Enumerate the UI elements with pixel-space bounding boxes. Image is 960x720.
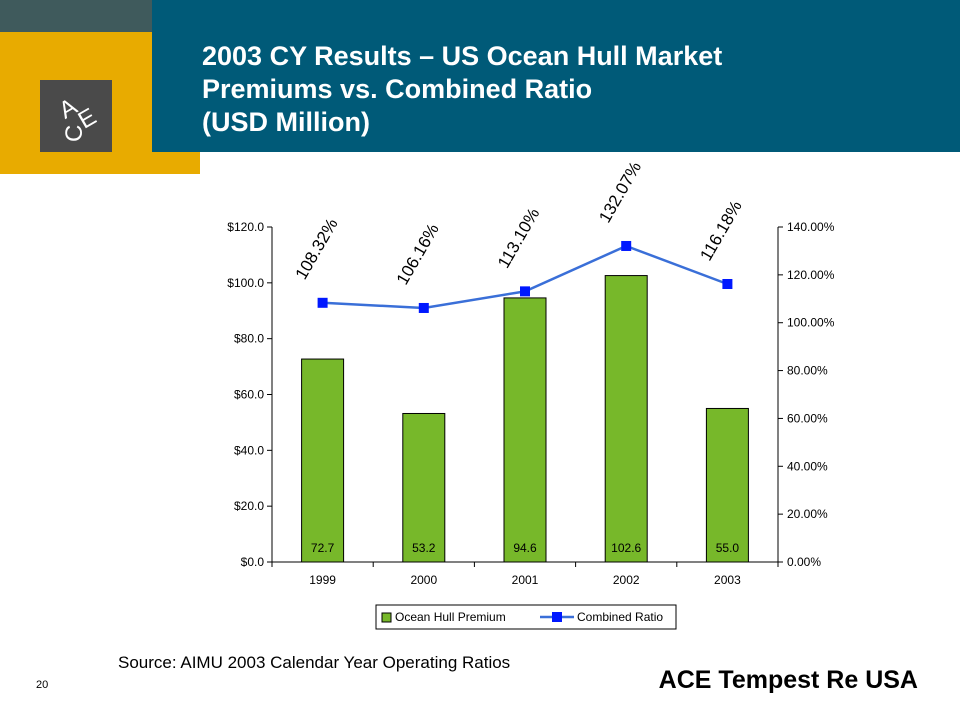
title-bar — [152, 0, 960, 152]
ace-logo: A C E — [40, 80, 112, 152]
premium-bar — [503, 297, 547, 563]
page-number: 20 — [36, 679, 49, 691]
title-line-2: Premiums vs. Combined Ratio — [202, 74, 593, 104]
x-tick-label: 2001 — [512, 573, 539, 587]
right-tick-label: 60.00% — [787, 411, 828, 425]
combined-ratio-marker — [722, 278, 733, 289]
right-tick-label: 140.00% — [787, 220, 835, 234]
right-tick-label: 40.00% — [787, 459, 828, 473]
right-tick-label: 100.00% — [787, 316, 835, 330]
right-tick-label: 0.00% — [787, 555, 821, 569]
header-dark-strip — [0, 0, 152, 32]
premium-bar — [301, 358, 345, 563]
premium-bar — [705, 407, 749, 563]
combined-ratio-label: 132.07% — [595, 158, 645, 226]
premium-bar-label: 102.6 — [611, 541, 641, 555]
premium-bar — [604, 275, 648, 563]
combined-ratio-marker — [418, 302, 429, 313]
left-tick-label: $20.0 — [234, 499, 264, 513]
title-line-1: 2003 CY Results – US Ocean Hull Market — [202, 41, 723, 71]
combined-ratio-label: 108.32% — [292, 215, 342, 283]
x-tick-label: 2003 — [714, 573, 741, 587]
combined-ratio-marker — [317, 297, 328, 308]
combined-ratio-label: 116.18% — [696, 197, 745, 264]
left-tick-label: $40.0 — [234, 443, 264, 457]
premium-bar-label: 53.2 — [412, 541, 436, 555]
combined-ratio-marker — [621, 240, 632, 251]
x-tick-label: 1999 — [309, 573, 336, 587]
right-tick-label: 20.00% — [787, 507, 828, 521]
premium-bar-label: 55.0 — [716, 541, 740, 555]
premium-bar-label: 94.6 — [513, 541, 537, 555]
left-tick-label: $120.0 — [227, 220, 264, 234]
logo-letter-c: C — [61, 125, 88, 142]
left-tick-label: $80.0 — [234, 332, 264, 346]
combined-ratio-marker — [520, 286, 530, 297]
x-tick-label: 2000 — [410, 573, 437, 587]
premium-bar — [402, 412, 446, 563]
left-tick-label: $0.0 — [241, 555, 265, 569]
legend-premium-label: Ocean Hull Premium — [395, 610, 506, 624]
company-name: ACE Tempest Re USA — [658, 666, 918, 694]
title-line-3: (USD Million) — [202, 107, 370, 137]
legend-ratio-label: Combined Ratio — [577, 610, 663, 624]
x-tick-label: 2002 — [613, 573, 640, 587]
source-note: Source: AIMU 2003 Calendar Year Operatin… — [118, 653, 511, 672]
right-tick-label: 120.00% — [787, 268, 835, 282]
legend-ratio-marker — [552, 612, 562, 622]
premium-bar-label: 72.7 — [311, 541, 335, 555]
combined-ratio-label: 113.10% — [494, 205, 543, 272]
legend-premium-swatch — [381, 612, 392, 623]
page-title: 2003 CY Results – US Ocean Hull Market P… — [202, 40, 942, 139]
combined-ratio-label: 106.16% — [393, 220, 443, 288]
right-tick-label: 80.00% — [787, 364, 828, 378]
legend-box — [375, 604, 677, 630]
left-tick-label: $60.0 — [234, 388, 264, 402]
left-tick-label: $100.0 — [227, 276, 264, 290]
